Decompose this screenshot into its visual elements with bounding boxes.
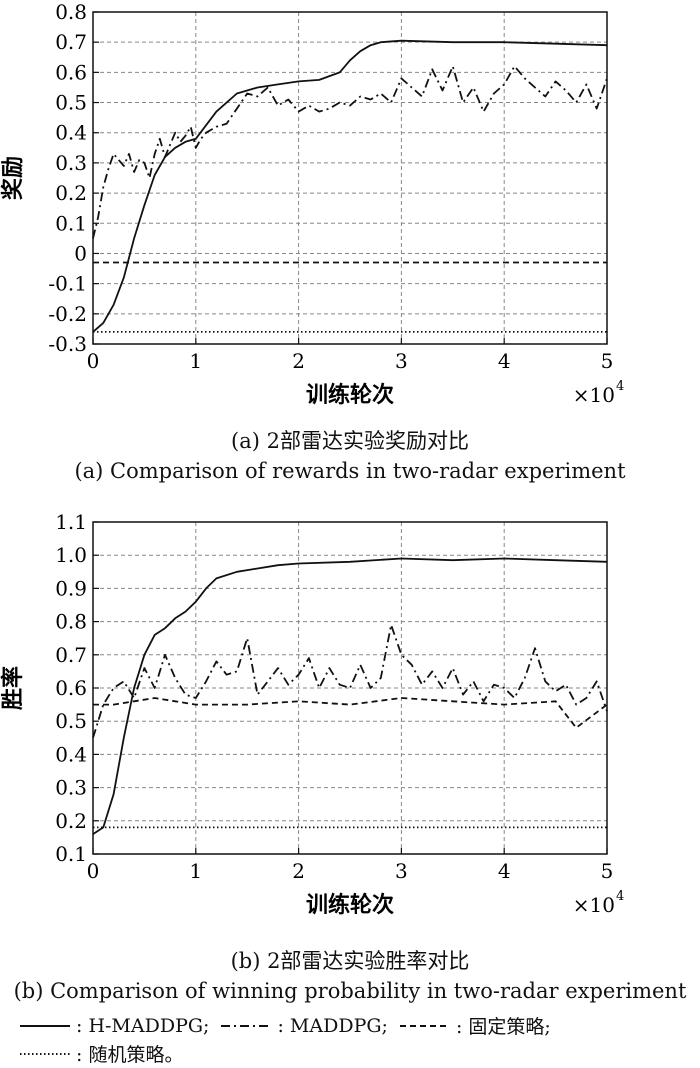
y-tick-label: 0.2 — [55, 181, 87, 205]
x-tick-label: 0 — [87, 859, 100, 883]
y-tick-label: 0.4 — [55, 742, 87, 766]
x-multiplier-exponent: 4 — [616, 889, 624, 904]
y-tick-label: 0.1 — [55, 211, 87, 235]
y-tick-label: 0.5 — [55, 709, 87, 733]
x-axis-label: 训练轮次 — [306, 892, 394, 918]
series-line-solid — [92, 557, 608, 835]
y-tick-label: 0.7 — [55, 643, 87, 667]
x-tick-label: 1 — [189, 859, 202, 883]
y-tick-label: 0.9 — [55, 576, 87, 600]
y-tick-label: 0.3 — [55, 151, 87, 175]
legend-row-1: : H-MADDPG; : MADDPG; : 固定策略; — [14, 1012, 551, 1039]
y-tick-label: 0.1 — [55, 842, 87, 866]
x-tick-label: 1 — [189, 349, 202, 373]
y-tick-label: -0.3 — [48, 332, 87, 356]
series-line-dashdot — [92, 65, 608, 239]
y-tick-label: 0.7 — [55, 30, 87, 54]
x-multiplier-label: ×10 — [573, 383, 615, 407]
y-axis-label: 胜率 — [0, 666, 26, 710]
y-tick-label: 1.0 — [55, 543, 87, 567]
y-tick-label: 0.8 — [55, 610, 87, 634]
x-tick-label: 2 — [292, 859, 305, 883]
x-tick-label: 3 — [395, 349, 408, 373]
y-tick-label: 1.1 — [55, 510, 87, 534]
series-line-dashdot — [92, 624, 608, 739]
caption-a-en: (a) Comparison of rewards in two-radar e… — [74, 459, 626, 483]
series-line-dashed — [93, 697, 608, 729]
series-line-solid — [92, 39, 608, 333]
x-tick-label: 4 — [498, 349, 511, 373]
y-tick-label: 0.3 — [55, 776, 87, 800]
y-tick-label: -0.1 — [48, 272, 87, 296]
caption-a-cn: (a) 2部雷达实验奖励对比 — [231, 429, 469, 453]
x-tick-label: 0 — [87, 349, 100, 373]
reward-chart-svg: 0 1 2 3 4 50.80.70.60.50.40.30.20.10-0.1-0.2-… — [0, 0, 624, 408]
winrate-chart-svg: 0 1 2 3 4 51.11.00.90.80.70.60.50.40.30.20.1训… — [0, 510, 624, 918]
x-multiplier-label: ×10 — [573, 893, 615, 917]
y-tick-label: 0.6 — [55, 676, 87, 700]
x-multiplier-exponent: 4 — [616, 379, 624, 394]
legend-swatch-random — [20, 1049, 70, 1059]
chart-panel-a: 0 1 2 3 4 5 0.8 0.7 0.6 0.5 0.4 0.3 0.2 0.1 0 -0.1 -0.2-… — [0, 0, 700, 420]
y-tick-label: 0 — [74, 241, 87, 265]
y-tick-label: 0.2 — [55, 809, 87, 833]
y-tick-label: 0.4 — [55, 121, 87, 145]
y-axis-label: 奖励 — [0, 156, 26, 200]
caption-b-en: (b) Comparison of winning probability in… — [13, 979, 687, 1003]
x-tick-label: 3 — [395, 859, 408, 883]
x-tick-label: 4 — [498, 859, 511, 883]
legend-swatch-h-maddpg — [20, 1021, 70, 1031]
legend-label-random: : 随机策略。 — [76, 1044, 184, 1066]
legend-label-maddpg: : MADDPG; — [277, 1014, 388, 1037]
legend-row-2: : 随机策略。 — [14, 1040, 183, 1067]
y-tick-label: 0.5 — [55, 91, 87, 115]
legend-label-fixed: : 固定策略; — [455, 1016, 551, 1038]
x-tick-label: 5 — [601, 349, 614, 373]
y-tick-label: 0.6 — [55, 60, 87, 84]
x-axis-label: 训练轮次 — [306, 382, 394, 408]
x-tick-label: 2 — [292, 349, 305, 373]
legend-swatch-maddpg — [221, 1021, 272, 1031]
x-tick-label: 5 — [601, 859, 614, 883]
y-tick-label: 0.8 — [55, 0, 87, 24]
caption-b-cn: (b) 2部雷达实验胜率对比 — [230, 949, 470, 973]
legend-swatch-fixed — [399, 1021, 450, 1031]
chart-panel-b: 0 1 2 3 4 5 1.1 1.0 0.9 0.8 0.7 0.6 0.5 0.4 0.3 0.2 0.1 训… — [0, 505, 700, 935]
legend-label-h-maddpg: : H-MADDPG; — [76, 1014, 210, 1037]
plot-frame — [92, 11, 608, 345]
y-tick-label: -0.2 — [48, 302, 87, 326]
